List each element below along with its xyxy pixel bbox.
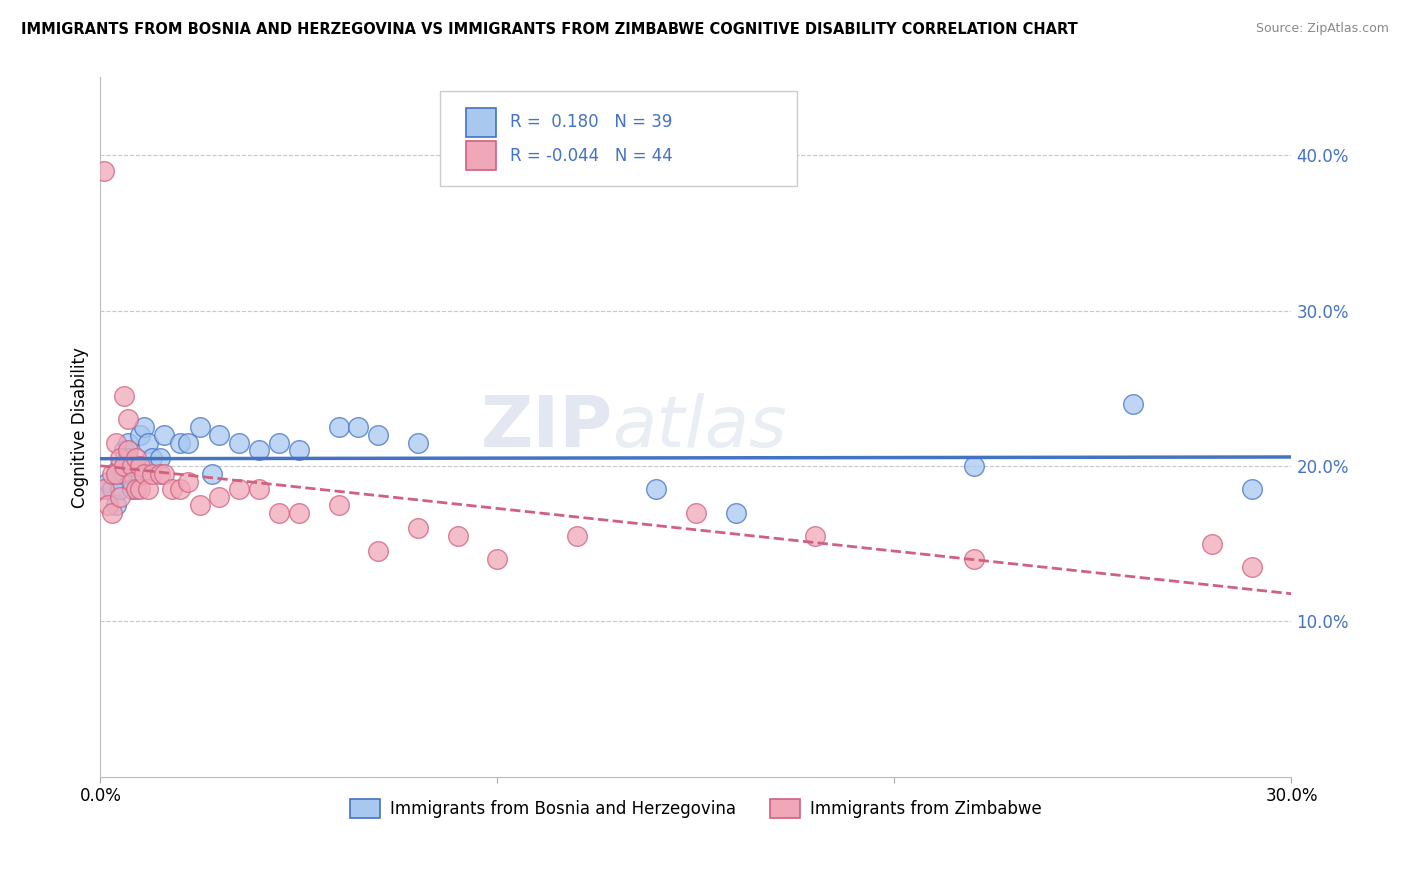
- Point: [188, 420, 211, 434]
- Point: [141, 451, 163, 466]
- Point: [153, 428, 176, 442]
- Point: [208, 428, 231, 442]
- Point: [101, 506, 124, 520]
- Point: [121, 458, 143, 473]
- Point: [963, 552, 986, 566]
- Point: [108, 458, 131, 473]
- Text: ZIP: ZIP: [481, 392, 613, 462]
- Point: [129, 467, 152, 481]
- Point: [176, 475, 198, 489]
- Point: [112, 458, 135, 473]
- Point: [153, 467, 176, 481]
- Point: [685, 506, 707, 520]
- Point: [208, 490, 231, 504]
- Point: [105, 467, 128, 481]
- Point: [447, 529, 470, 543]
- Point: [200, 467, 222, 481]
- Text: Source: ZipAtlas.com: Source: ZipAtlas.com: [1256, 22, 1389, 36]
- Point: [406, 435, 429, 450]
- Point: [112, 443, 135, 458]
- Point: [267, 506, 290, 520]
- Point: [565, 529, 588, 543]
- Point: [645, 483, 668, 497]
- Point: [169, 483, 191, 497]
- Point: [328, 420, 350, 434]
- Point: [328, 498, 350, 512]
- Point: [121, 467, 143, 481]
- Point: [121, 483, 143, 497]
- Point: [132, 420, 155, 434]
- Point: [247, 443, 270, 458]
- Point: [1201, 537, 1223, 551]
- Point: [804, 529, 827, 543]
- Point: [129, 483, 152, 497]
- Point: [288, 506, 311, 520]
- Point: [108, 451, 131, 466]
- Point: [169, 435, 191, 450]
- FancyBboxPatch shape: [465, 141, 496, 170]
- Point: [101, 467, 124, 481]
- Point: [117, 443, 139, 458]
- Text: R =  0.180   N = 39: R = 0.180 N = 39: [510, 113, 672, 131]
- Point: [129, 428, 152, 442]
- Point: [93, 163, 115, 178]
- Text: R = -0.044   N = 44: R = -0.044 N = 44: [510, 147, 673, 165]
- Point: [1240, 560, 1263, 574]
- Point: [141, 467, 163, 481]
- Point: [108, 490, 131, 504]
- Point: [105, 467, 128, 481]
- Point: [406, 521, 429, 535]
- Text: IMMIGRANTS FROM BOSNIA AND HERZEGOVINA VS IMMIGRANTS FROM ZIMBABWE COGNITIVE DIS: IMMIGRANTS FROM BOSNIA AND HERZEGOVINA V…: [21, 22, 1078, 37]
- Point: [105, 498, 128, 512]
- Point: [149, 451, 172, 466]
- Point: [105, 435, 128, 450]
- Point: [93, 483, 115, 497]
- Point: [267, 435, 290, 450]
- Point: [149, 467, 172, 481]
- Point: [367, 428, 389, 442]
- Point: [117, 412, 139, 426]
- Point: [188, 498, 211, 512]
- Y-axis label: Cognitive Disability: Cognitive Disability: [72, 347, 89, 508]
- Point: [93, 483, 115, 497]
- Point: [247, 483, 270, 497]
- Point: [108, 483, 131, 497]
- Point: [1240, 483, 1263, 497]
- Point: [367, 544, 389, 558]
- Point: [228, 483, 250, 497]
- Point: [228, 435, 250, 450]
- Point: [724, 506, 747, 520]
- Text: atlas: atlas: [613, 392, 787, 462]
- Point: [160, 483, 183, 497]
- Point: [176, 435, 198, 450]
- Point: [1122, 397, 1144, 411]
- FancyBboxPatch shape: [465, 108, 496, 136]
- Point: [288, 443, 311, 458]
- Point: [121, 475, 143, 489]
- Point: [129, 458, 152, 473]
- Point: [125, 483, 148, 497]
- Point: [347, 420, 370, 434]
- FancyBboxPatch shape: [440, 91, 797, 186]
- Point: [136, 435, 159, 450]
- Point: [136, 483, 159, 497]
- Point: [486, 552, 509, 566]
- Point: [125, 451, 148, 466]
- Point: [132, 467, 155, 481]
- Point: [117, 451, 139, 466]
- Legend: Immigrants from Bosnia and Herzegovina, Immigrants from Zimbabwe: Immigrants from Bosnia and Herzegovina, …: [343, 792, 1047, 824]
- Point: [125, 458, 148, 473]
- Point: [97, 475, 120, 489]
- Point: [112, 467, 135, 481]
- Point: [97, 498, 120, 512]
- Point: [101, 483, 124, 497]
- Point: [963, 458, 986, 473]
- Point: [117, 435, 139, 450]
- Point: [112, 389, 135, 403]
